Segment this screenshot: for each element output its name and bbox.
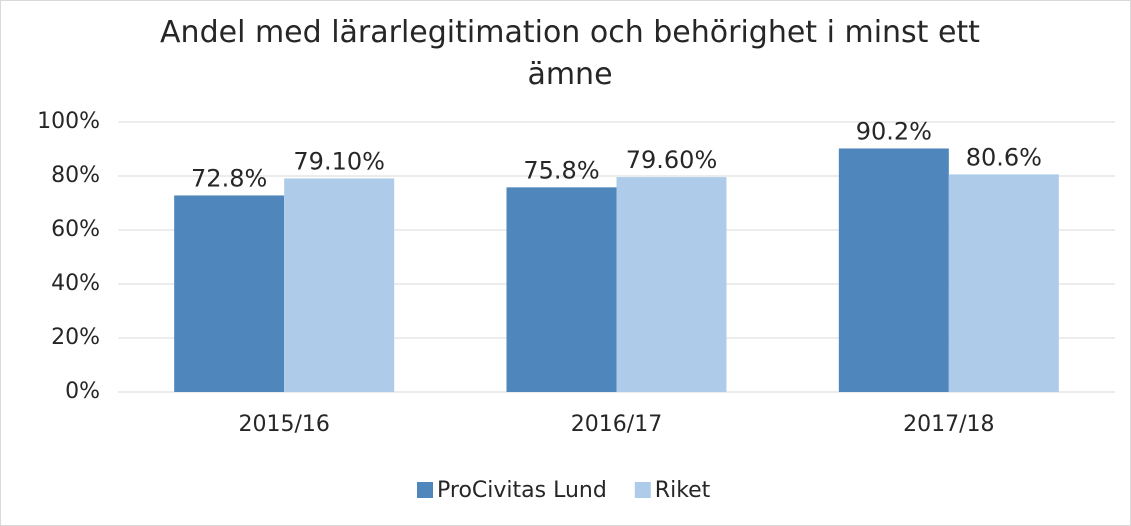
x-tick-label: 2015/16 xyxy=(238,412,329,437)
x-tick-label: 2016/17 xyxy=(571,412,662,437)
bar xyxy=(838,148,949,392)
y-tick-label: 60% xyxy=(51,217,100,242)
y-tick-label: 40% xyxy=(51,271,100,296)
data-label: 72.8% xyxy=(191,164,267,192)
data-label: 90.2% xyxy=(856,117,932,145)
bar xyxy=(616,177,727,392)
bar xyxy=(174,195,285,392)
bar xyxy=(284,178,395,392)
bar xyxy=(506,187,617,392)
y-tick-label: 100% xyxy=(37,109,100,134)
data-label: 79.60% xyxy=(626,146,718,174)
legend-swatch xyxy=(634,482,651,498)
y-tick-label: 0% xyxy=(65,379,100,404)
data-label: 80.6% xyxy=(966,143,1042,171)
legend-swatch xyxy=(417,482,433,498)
y-tick-label: 80% xyxy=(51,163,100,188)
bar xyxy=(948,174,1059,392)
x-tick-label: 2017/18 xyxy=(903,412,994,437)
data-label: 79.10% xyxy=(293,147,385,175)
legend-label: ProCivitas Lund xyxy=(437,478,607,503)
data-label: 75.8% xyxy=(523,156,599,184)
y-tick-label: 20% xyxy=(51,325,100,350)
chart-title: Andel med lärarlegitimation och behörigh… xyxy=(160,15,980,92)
legend-label: Riket xyxy=(655,478,711,503)
